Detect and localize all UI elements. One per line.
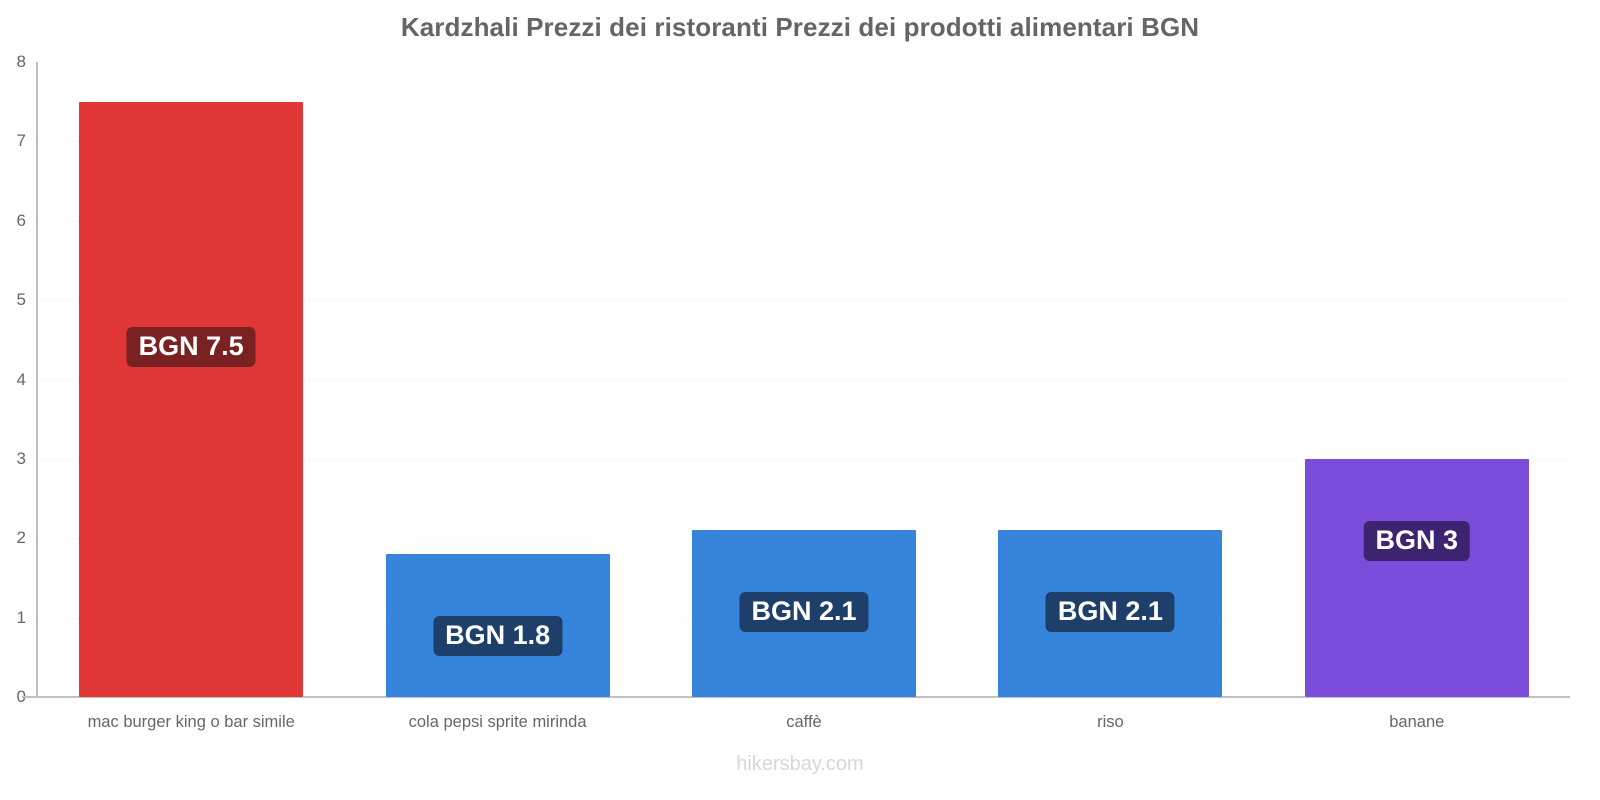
y-axis-tick-label: 7 [16, 131, 26, 151]
y-axis-tick-label: 5 [16, 290, 26, 310]
bar-value-label: BGN 1.8 [433, 616, 563, 657]
gridline [38, 220, 1570, 222]
y-axis-line [36, 62, 38, 698]
bar[interactable]: BGN 2.1 [692, 530, 916, 697]
y-axis-tick-label: 8 [16, 52, 26, 71]
bar-value-label: BGN 3 [1363, 520, 1471, 561]
chart-title: Kardzhali Prezzi dei ristoranti Prezzi d… [400, 12, 1200, 42]
bar-value-label: BGN 2.1 [1045, 592, 1175, 633]
gridline [38, 300, 1570, 302]
gridline [38, 379, 1570, 381]
bar[interactable]: BGN 7.5 [79, 101, 304, 697]
y-axis-tick-label: 4 [16, 369, 26, 389]
bar[interactable]: BGN 2.1 [998, 530, 1223, 697]
gridline [38, 62, 1570, 63]
footer-watermark: hikersbay.com [736, 753, 864, 775]
y-axis-tick-label: 1 [16, 607, 26, 627]
x-axis-tick-label: cola pepsi sprite mirinda [408, 713, 587, 731]
bar-value-label: BGN 2.1 [739, 592, 869, 633]
gridline [38, 458, 1570, 460]
bar[interactable]: BGN 3 [1304, 458, 1529, 697]
y-axis-tick-label: 6 [16, 210, 26, 230]
y-axis-tick-label: 3 [16, 448, 26, 468]
x-axis-tick-label: riso [1097, 713, 1124, 731]
x-axis-tick-label: mac burger king o bar simile [87, 713, 295, 731]
y-axis-tick-label: 2 [16, 528, 26, 548]
x-axis-tick-label: caffè [786, 713, 822, 731]
bar[interactable]: BGN 1.8 [385, 554, 610, 697]
x-axis-tick-label: banane [1389, 713, 1445, 731]
gridline [38, 141, 1570, 143]
bar-value-label: BGN 7.5 [126, 326, 256, 367]
x-axis-line [22, 696, 1570, 698]
